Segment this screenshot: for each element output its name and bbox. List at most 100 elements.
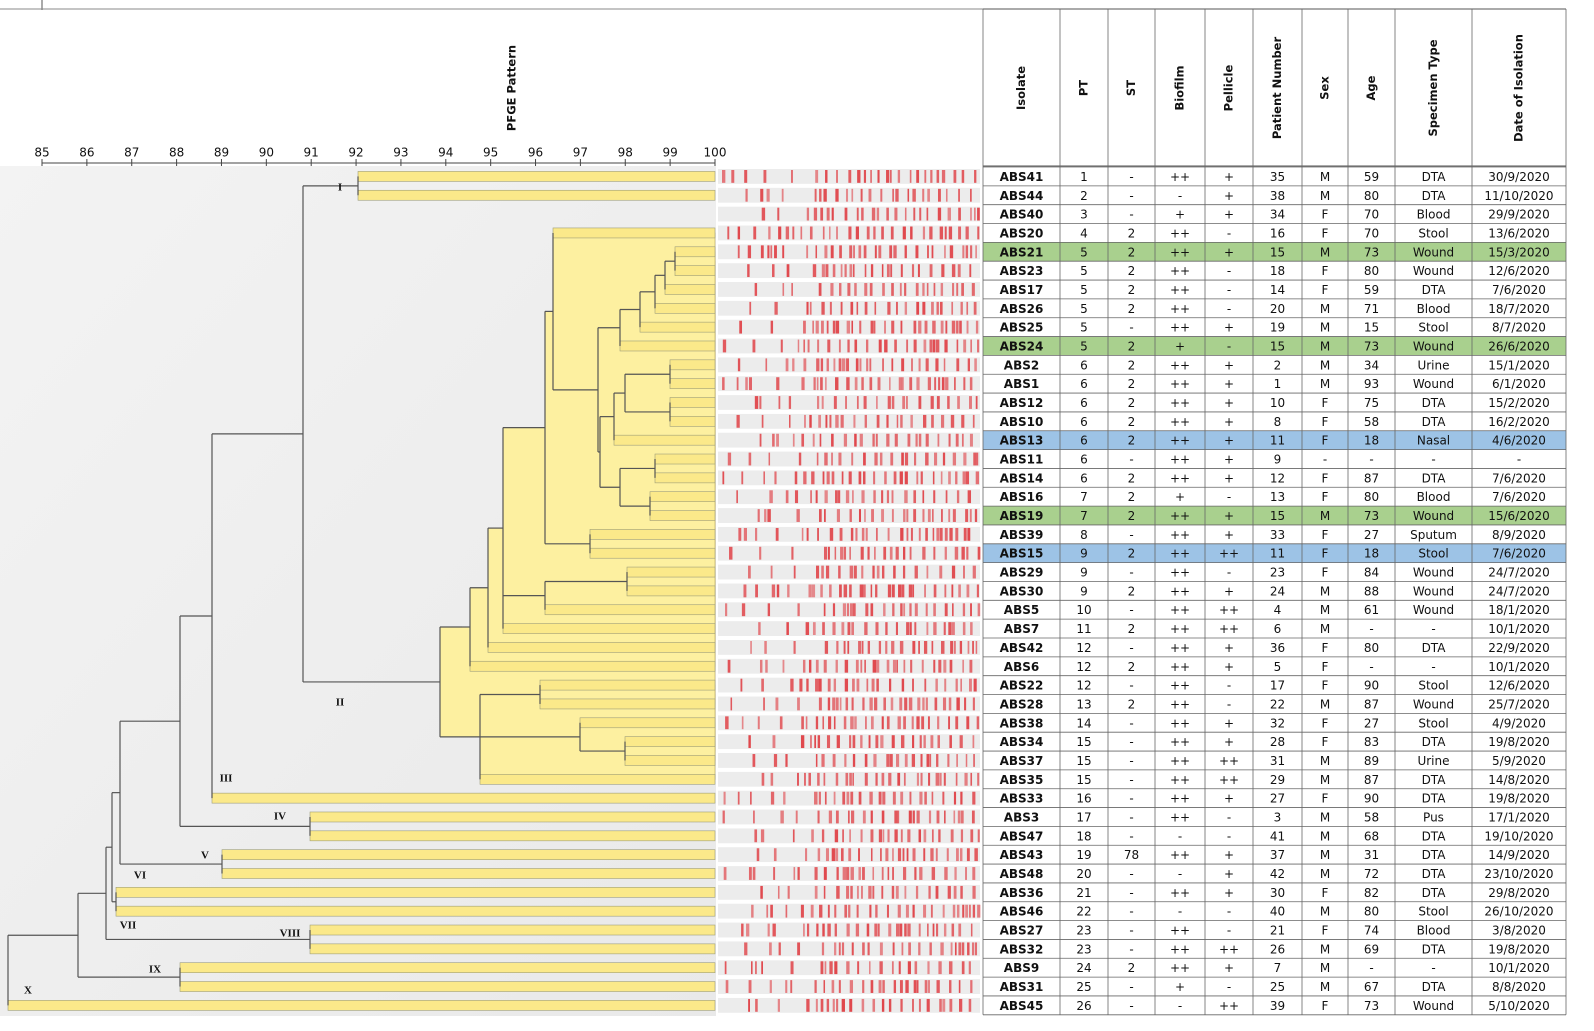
table-cell: Wound	[1413, 339, 1454, 353]
table-cell: 25/7/2020	[1488, 697, 1550, 711]
band	[820, 434, 822, 447]
leaf-bar	[116, 887, 715, 897]
band	[879, 340, 882, 353]
table-cell: 5	[1080, 245, 1088, 259]
band	[880, 848, 882, 861]
band	[916, 170, 919, 183]
band	[765, 358, 767, 371]
band	[904, 886, 906, 899]
table-cell: 2	[1128, 434, 1136, 448]
band	[789, 396, 791, 409]
band	[956, 358, 959, 371]
band	[755, 961, 757, 974]
table-cell: DTA	[1422, 396, 1447, 410]
band	[761, 829, 764, 842]
band	[770, 245, 772, 258]
table-cell: 26/6/2020	[1488, 339, 1550, 353]
table-cell: DTA	[1422, 471, 1447, 485]
band	[849, 999, 852, 1012]
leaf-bar	[545, 605, 715, 615]
band	[800, 227, 802, 240]
band	[786, 905, 788, 918]
band	[902, 942, 904, 955]
band	[861, 208, 863, 221]
band	[819, 792, 821, 805]
band	[911, 528, 913, 541]
band	[922, 189, 924, 202]
band	[962, 434, 964, 447]
band	[794, 867, 796, 880]
band	[922, 698, 924, 711]
table-cell: -	[1431, 622, 1435, 636]
band	[814, 377, 816, 390]
band	[737, 415, 740, 428]
table-cell: -	[1227, 924, 1231, 938]
band	[974, 208, 976, 221]
isolate-cell: ABS12	[1000, 396, 1044, 410]
table-cell: 2	[1274, 358, 1282, 372]
column-header: Biofilm	[1173, 65, 1187, 110]
table-cell: 29	[1270, 773, 1285, 787]
band	[819, 905, 822, 918]
band	[970, 773, 972, 786]
band	[876, 396, 878, 409]
table-cell: M	[1320, 867, 1330, 881]
band	[861, 547, 864, 560]
band	[801, 434, 804, 447]
band	[729, 547, 732, 560]
band	[970, 622, 973, 635]
band	[889, 377, 891, 390]
band	[972, 641, 974, 654]
table-cell: ++	[1170, 471, 1190, 485]
band	[908, 961, 911, 974]
band	[934, 584, 937, 597]
band	[875, 622, 878, 635]
band	[954, 792, 956, 805]
table-cell: -	[1129, 170, 1133, 184]
band	[898, 584, 901, 597]
table-cell: F	[1322, 716, 1329, 730]
band	[977, 773, 979, 786]
band	[785, 754, 787, 767]
band	[977, 340, 979, 353]
band	[960, 641, 962, 654]
band	[805, 848, 807, 861]
band	[888, 867, 890, 880]
table-cell: Wound	[1413, 245, 1454, 259]
isolate-cell: ABS11	[1000, 453, 1044, 467]
band	[905, 754, 908, 767]
band	[821, 566, 824, 579]
table-cell: 7	[1080, 490, 1088, 504]
band	[973, 905, 975, 918]
table-cell: 19	[1076, 848, 1091, 862]
band	[797, 603, 799, 616]
band	[818, 735, 820, 748]
band	[836, 811, 839, 824]
band	[914, 340, 917, 353]
band	[892, 886, 894, 899]
table-cell: 35	[1270, 170, 1285, 184]
band	[957, 905, 959, 918]
band	[968, 641, 970, 654]
band	[882, 811, 885, 824]
table-cell: 5	[1080, 321, 1088, 335]
band	[894, 811, 897, 824]
isolate-cell: ABS13	[1000, 434, 1044, 448]
isolate-cell: ABS1	[1004, 377, 1039, 391]
band	[900, 415, 902, 428]
band	[919, 924, 921, 937]
table-cell: Stool	[1418, 905, 1448, 919]
band	[896, 754, 899, 767]
band	[947, 754, 949, 767]
band	[959, 999, 962, 1012]
band	[819, 679, 822, 692]
band	[741, 924, 743, 937]
table-cell: -	[1178, 999, 1182, 1013]
band	[949, 434, 951, 447]
table-cell: ++	[1170, 226, 1190, 240]
band	[916, 377, 919, 390]
band	[970, 829, 973, 842]
band	[888, 924, 891, 937]
band	[810, 227, 813, 240]
table-cell: 24/7/2020	[1488, 584, 1550, 598]
